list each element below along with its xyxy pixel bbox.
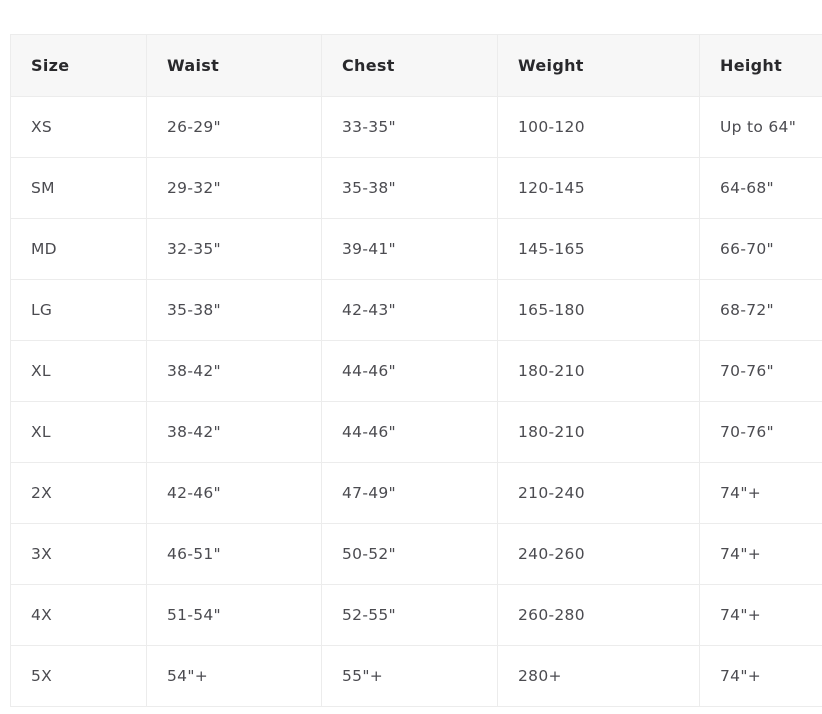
cell-chest: 47-49"	[321, 462, 498, 524]
cell-weight: 165-180	[497, 279, 700, 341]
cell-chest: 50-52"	[321, 523, 498, 585]
cell-weight: 240-260	[497, 523, 700, 585]
cell-weight: 120-145	[497, 157, 700, 219]
cell-chest: 44-46"	[321, 401, 498, 463]
cell-height: 74"+	[699, 584, 822, 646]
cell-height: 74"+	[699, 523, 822, 585]
cell-waist: 29-32"	[146, 157, 322, 219]
table-row-sm: SM 29-32" 35-38" 120-145 64-68"	[10, 157, 822, 219]
cell-chest: 33-35"	[321, 96, 498, 158]
cell-chest: 39-41"	[321, 218, 498, 280]
cell-size: 5X	[10, 645, 147, 707]
cell-size: 2X	[10, 462, 147, 524]
cell-size: LG	[10, 279, 147, 341]
size-chart-table: Size Waist Chest Weight Height XS 26-29"…	[10, 34, 822, 707]
table-row-3x: 3X 46-51" 50-52" 240-260 74"+	[10, 523, 822, 585]
cell-waist: 26-29"	[146, 96, 322, 158]
cell-weight: 145-165	[497, 218, 700, 280]
cell-chest: 52-55"	[321, 584, 498, 646]
cell-chest: 42-43"	[321, 279, 498, 341]
cell-waist: 32-35"	[146, 218, 322, 280]
cell-height: 74"+	[699, 645, 822, 707]
cell-height: 68-72"	[699, 279, 822, 341]
column-header-weight: Weight	[497, 34, 700, 97]
table-row-4x: 4X 51-54" 52-55" 260-280 74"+	[10, 584, 822, 646]
cell-waist: 38-42"	[146, 401, 322, 463]
cell-height: 74"+	[699, 462, 822, 524]
cell-size: 4X	[10, 584, 147, 646]
column-header-waist: Waist	[146, 34, 322, 97]
cell-size: 3X	[10, 523, 147, 585]
table-body: XS 26-29" 33-35" 100-120 Up to 64" SM 29…	[10, 96, 822, 707]
cell-size: XS	[10, 96, 147, 158]
cell-weight: 260-280	[497, 584, 700, 646]
table-row-xs: XS 26-29" 33-35" 100-120 Up to 64"	[10, 96, 822, 158]
cell-weight: 180-210	[497, 340, 700, 402]
cell-weight: 210-240	[497, 462, 700, 524]
cell-size: XL	[10, 340, 147, 402]
column-header-height: Height	[699, 34, 822, 97]
cell-waist: 46-51"	[146, 523, 322, 585]
column-header-chest: Chest	[321, 34, 498, 97]
cell-waist: 38-42"	[146, 340, 322, 402]
cell-height: 70-76"	[699, 340, 822, 402]
table-row-2x: 2X 42-46" 47-49" 210-240 74"+	[10, 462, 822, 524]
cell-size: XL	[10, 401, 147, 463]
cell-size: MD	[10, 218, 147, 280]
table-row-md: MD 32-35" 39-41" 145-165 66-70"	[10, 218, 822, 280]
cell-chest: 44-46"	[321, 340, 498, 402]
cell-waist: 54"+	[146, 645, 322, 707]
cell-chest: 55"+	[321, 645, 498, 707]
cell-size: SM	[10, 157, 147, 219]
cell-weight: 100-120	[497, 96, 700, 158]
cell-waist: 35-38"	[146, 279, 322, 341]
cell-weight: 280+	[497, 645, 700, 707]
size-chart-container: Size Waist Chest Weight Height XS 26-29"…	[10, 34, 822, 707]
table-row-xl-2: XL 38-42" 44-46" 180-210 70-76"	[10, 401, 822, 463]
table-header: Size Waist Chest Weight Height	[10, 34, 822, 97]
table-row-xl: XL 38-42" 44-46" 180-210 70-76"	[10, 340, 822, 402]
table-row-lg: LG 35-38" 42-43" 165-180 68-72"	[10, 279, 822, 341]
table-row-5x: 5X 54"+ 55"+ 280+ 74"+	[10, 645, 822, 707]
cell-weight: 180-210	[497, 401, 700, 463]
column-header-size: Size	[10, 34, 147, 97]
cell-waist: 51-54"	[146, 584, 322, 646]
cell-waist: 42-46"	[146, 462, 322, 524]
cell-height: 70-76"	[699, 401, 822, 463]
table-header-row: Size Waist Chest Weight Height	[10, 34, 822, 97]
cell-chest: 35-38"	[321, 157, 498, 219]
cell-height: 64-68"	[699, 157, 822, 219]
cell-height: Up to 64"	[699, 96, 822, 158]
cell-height: 66-70"	[699, 218, 822, 280]
